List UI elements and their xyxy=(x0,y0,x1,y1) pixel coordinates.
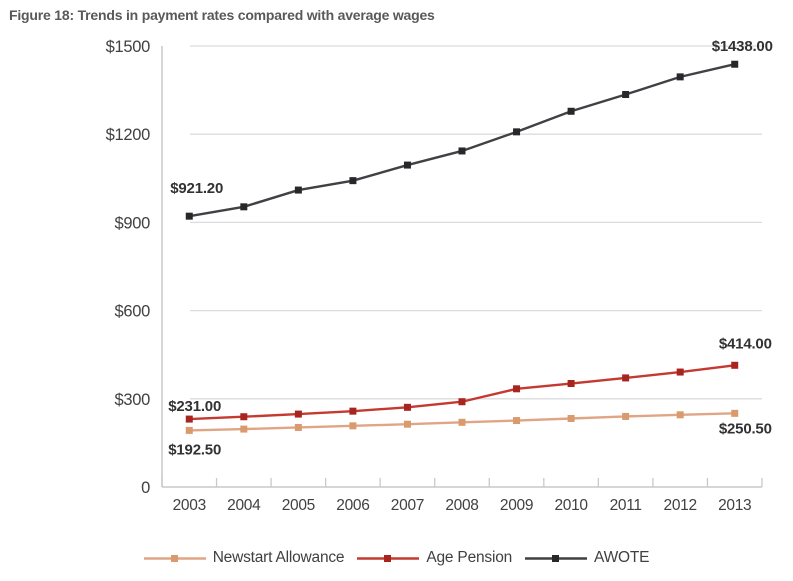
legend-line-age-pension-icon xyxy=(357,554,420,562)
series-marker-age-pension xyxy=(349,407,357,415)
data-label: $1438.00 xyxy=(712,38,773,55)
series-marker-awote xyxy=(567,107,575,115)
y-tick-label: $300 xyxy=(114,391,150,409)
series-marker-age-pension xyxy=(403,403,411,411)
series-marker-awote xyxy=(185,212,193,220)
legend-label-newstart-allowance: Newstart Allowance xyxy=(212,549,345,566)
series-line-age-pension xyxy=(189,364,735,421)
series-marker-awote xyxy=(513,128,521,136)
series-marker-age-pension xyxy=(458,398,466,406)
x-tick-label: 2010 xyxy=(554,497,588,514)
x-tick-label: 2005 xyxy=(282,497,315,514)
chart-legend: Newstart Allowance Age Pension AWOTE xyxy=(0,549,793,567)
data-label: $192.50 xyxy=(168,441,221,458)
y-tick-label: $1500 xyxy=(106,38,151,56)
series-marker-age-pension xyxy=(731,361,739,369)
x-tick-label: 2004 xyxy=(227,497,261,514)
series-marker-newstart-allowance xyxy=(567,414,575,422)
series-marker-age-pension xyxy=(240,413,248,421)
x-tick-label: 2008 xyxy=(445,497,478,514)
series-marker-awote xyxy=(349,177,357,185)
series-marker-newstart-allowance xyxy=(349,422,357,430)
series-marker-newstart-allowance xyxy=(622,412,630,420)
data-label: $250.50 xyxy=(719,420,772,437)
data-label: $414.00 xyxy=(719,335,772,352)
y-tick-label: $1200 xyxy=(106,126,151,144)
series-marker-newstart-allowance xyxy=(240,425,248,433)
legend-label-awote: AWOTE xyxy=(594,549,650,566)
series-line-awote xyxy=(189,63,735,218)
series-marker-awote xyxy=(622,91,630,99)
series-marker-age-pension xyxy=(622,374,630,382)
series-marker-newstart-allowance xyxy=(731,409,739,417)
legend-item-age-pension: Age Pension xyxy=(357,549,512,567)
series-marker-awote xyxy=(676,73,684,81)
series-marker-newstart-allowance xyxy=(294,423,302,431)
x-tick-label: 2012 xyxy=(664,497,697,514)
series-marker-age-pension xyxy=(676,368,684,376)
x-tick-label: 2013 xyxy=(718,497,751,514)
data-label: $231.00 xyxy=(168,398,221,415)
y-tick-label: 0 xyxy=(141,479,150,497)
x-tick-label: 2003 xyxy=(173,497,206,514)
line-chart: $1500 $1200 $900 $600 $300 0 2003 2004 2005 2006 2… xyxy=(106,38,773,514)
series-marker-newstart-allowance xyxy=(676,411,684,419)
x-tick-label: 2009 xyxy=(500,497,533,514)
x-tick-label: 2006 xyxy=(336,497,369,514)
series-marker-awote xyxy=(403,161,411,169)
legend-line-awote-icon xyxy=(525,554,588,562)
legend-item-newstart-allowance: Newstart Allowance xyxy=(143,549,345,567)
x-tick-label: 2007 xyxy=(391,497,424,514)
figure-title: Figure 18: Trends in payment rates compa… xyxy=(9,7,435,23)
series-marker-newstart-allowance xyxy=(513,417,521,425)
series-marker-awote xyxy=(294,186,302,194)
legend-line-newstart-allowance-icon xyxy=(143,554,206,562)
series-marker-awote xyxy=(458,147,466,155)
legend-item-awote: AWOTE xyxy=(525,549,650,567)
series-marker-age-pension xyxy=(294,410,302,418)
data-label: $921.20 xyxy=(170,180,223,197)
series-marker-newstart-allowance xyxy=(185,426,193,434)
legend-label-age-pension: Age Pension xyxy=(426,549,513,566)
series-marker-newstart-allowance xyxy=(458,418,466,426)
series-marker-newstart-allowance xyxy=(403,420,411,428)
series-marker-awote xyxy=(240,203,248,211)
series-marker-age-pension xyxy=(513,385,521,393)
series-marker-age-pension xyxy=(185,415,193,423)
x-tick-label: 2011 xyxy=(610,497,642,514)
series-marker-awote xyxy=(731,60,739,68)
series-marker-age-pension xyxy=(567,380,575,388)
y-tick-label: $900 xyxy=(114,214,150,232)
y-tick-label: $600 xyxy=(114,303,150,321)
